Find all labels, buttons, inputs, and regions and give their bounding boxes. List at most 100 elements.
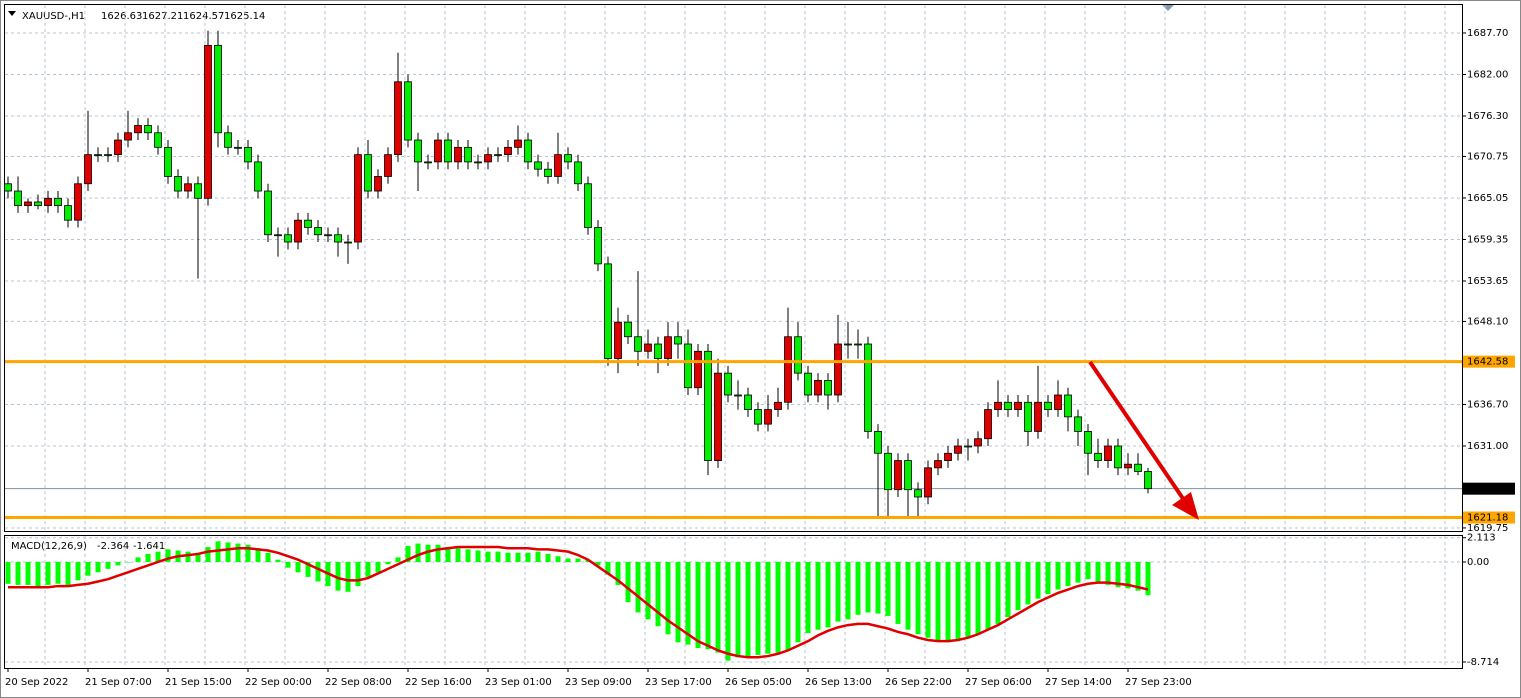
macd-bar <box>665 561 671 635</box>
candle-body <box>244 146 252 163</box>
candle-body <box>224 132 232 148</box>
macd-bar <box>415 543 421 562</box>
candle-body <box>74 183 82 221</box>
candle-body <box>44 197 52 207</box>
x-tick-label: 23 Sep 09:00 <box>565 677 632 688</box>
macd-bar <box>935 561 941 642</box>
macd-bar <box>395 557 401 562</box>
candle-body <box>754 409 762 425</box>
arrow-head <box>1172 492 1199 520</box>
macd-panel <box>4 535 1463 669</box>
x-tick-label: 27 Sep 06:00 <box>965 677 1032 688</box>
y-tick-label: 1636.70 <box>1467 399 1508 410</box>
candle-body <box>814 380 822 396</box>
macd-bar <box>905 561 911 630</box>
candle-body <box>854 343 862 346</box>
macd-bar <box>865 561 871 613</box>
header-value: 1625.14 <box>224 11 265 22</box>
macd-bar <box>375 561 381 573</box>
candle-body <box>784 336 792 403</box>
macd-bar <box>635 561 641 613</box>
macd-bar <box>255 548 261 562</box>
x-tick-label: 20 Sep 2022 <box>5 677 68 688</box>
macd-bar <box>695 561 701 649</box>
macd-bar <box>1065 561 1071 587</box>
candle-body <box>624 321 632 338</box>
candle-body <box>564 154 572 163</box>
level-label: 1621.18 <box>1467 513 1508 524</box>
candle-body <box>614 321 622 359</box>
candle-body <box>744 394 752 410</box>
macd-bar <box>195 552 201 562</box>
candle-body <box>844 343 852 346</box>
y-tick-label: 1653.65 <box>1467 276 1508 287</box>
macd-bar <box>405 545 411 562</box>
macd-bar <box>1125 561 1131 589</box>
candle-body <box>894 460 902 491</box>
macd-bar <box>955 561 961 640</box>
macd-bar <box>275 559 281 562</box>
y-tick-label: 1687.70 <box>1467 28 1508 39</box>
header-value: 1624.57 <box>183 11 224 22</box>
candle-body <box>734 394 742 397</box>
candle-body <box>254 161 262 192</box>
candle-body <box>914 489 922 498</box>
macd-bar <box>145 553 151 562</box>
macd-bar <box>1045 561 1051 595</box>
macd-bar <box>5 561 11 584</box>
y-tick-label: 0.00 <box>1467 557 1489 568</box>
macd-bar <box>315 561 321 582</box>
macd-value: -1.641 <box>133 541 165 552</box>
candle-body <box>114 139 122 156</box>
macd-bar <box>75 561 81 581</box>
macd-bar <box>1095 561 1101 582</box>
level-label-bg <box>1463 511 1515 524</box>
macd-bar <box>345 561 351 592</box>
x-tick-label: 26 Sep 13:00 <box>805 677 872 688</box>
candle-body <box>534 161 542 170</box>
macd-bar <box>515 552 521 562</box>
macd-bar <box>545 553 551 562</box>
macd-bar <box>1035 561 1041 599</box>
candle-body <box>404 81 412 141</box>
macd-bar <box>445 547 451 562</box>
candle-body <box>774 401 782 410</box>
candle-body <box>1024 401 1032 432</box>
y-tick-label: -8.714 <box>1467 657 1499 668</box>
macd-bar <box>1025 561 1031 605</box>
macd-value: -2.364 <box>97 541 129 552</box>
candle-body <box>154 132 162 148</box>
macd-bar <box>645 561 651 620</box>
candle-body <box>174 176 182 192</box>
candle-body <box>764 409 772 425</box>
candle-body <box>504 146 512 156</box>
collapse-icon[interactable] <box>8 11 16 16</box>
candle-body <box>304 219 312 228</box>
symbol-title: XAUUSD-,H1 <box>22 11 85 22</box>
signal-line <box>8 545 1149 659</box>
header-value: 1626.63 <box>101 11 142 22</box>
macd-bar <box>525 552 531 562</box>
macd-bar <box>1135 561 1141 591</box>
macd-bar <box>55 561 61 584</box>
macd-bar <box>65 561 71 585</box>
candle-body <box>1004 401 1012 410</box>
x-tick-label: 27 Sep 23:00 <box>1125 677 1192 688</box>
macd-bar <box>995 561 1001 624</box>
macd-bar <box>205 547 211 562</box>
macd-bar <box>105 561 111 569</box>
macd-bar <box>985 561 991 630</box>
candle-body <box>134 125 142 134</box>
candle-body <box>14 190 22 207</box>
candle-body <box>804 372 812 396</box>
macd-bar <box>795 561 801 643</box>
candle-body <box>424 161 432 164</box>
macd-bar <box>875 561 881 614</box>
macd-bar <box>245 544 251 562</box>
candle-body <box>994 401 1002 410</box>
macd-bar <box>755 561 761 655</box>
x-tick-label: 22 Sep 00:00 <box>245 677 312 688</box>
candle-body <box>594 227 602 265</box>
candle-body <box>124 132 132 141</box>
